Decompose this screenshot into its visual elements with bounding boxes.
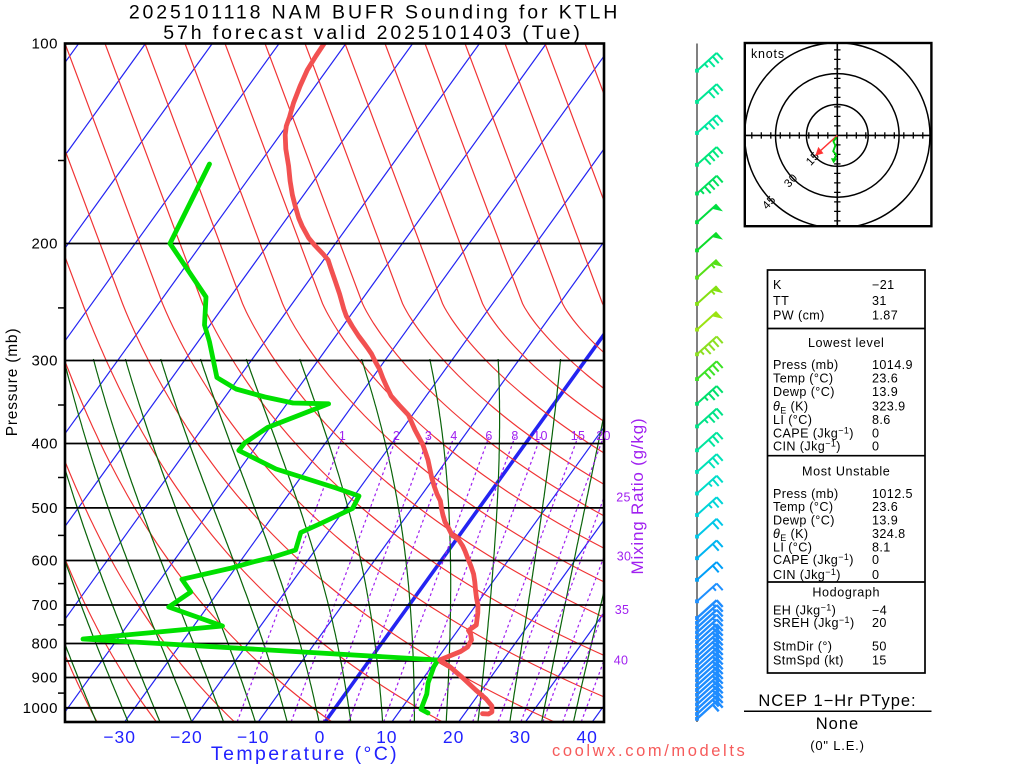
svg-text:None: None <box>816 715 859 733</box>
svg-text:CAPE (Jkg−1): CAPE (Jkg−1) <box>773 552 854 567</box>
svg-text:8.1: 8.1 <box>872 541 891 555</box>
svg-text:Mixing Ratio (g/kg): Mixing Ratio (g/kg) <box>628 418 647 575</box>
svg-text:900: 900 <box>31 669 58 686</box>
svg-text:57h forecast valid 2025101403: 57h forecast valid 2025101403 (Tue) <box>163 22 583 44</box>
svg-text:30: 30 <box>617 550 632 564</box>
svg-text:Press (mb): Press (mb) <box>773 487 839 501</box>
svg-text:800: 800 <box>31 636 58 653</box>
svg-text:CIN (Jkg−1): CIN (Jkg−1) <box>773 567 841 582</box>
svg-text:Lowest level: Lowest level <box>808 336 885 350</box>
svg-text:1000: 1000 <box>23 700 58 717</box>
svg-text:1.87: 1.87 <box>872 309 898 323</box>
svg-text:−21: −21 <box>872 278 895 292</box>
svg-text:300: 300 <box>31 352 58 369</box>
svg-text:K: K <box>773 278 782 292</box>
svg-text:1012.5: 1012.5 <box>872 487 913 501</box>
svg-text:23.6: 23.6 <box>872 500 898 514</box>
svg-text:Most Unstable: Most Unstable <box>802 465 890 479</box>
svg-text:−20: −20 <box>170 727 203 747</box>
svg-text:2: 2 <box>393 429 400 443</box>
svg-text:13.9: 13.9 <box>872 514 898 528</box>
svg-text:LI (°C): LI (°C) <box>773 541 812 555</box>
svg-text:coolwx.com/modelts: coolwx.com/modelts <box>552 742 747 760</box>
svg-text:4: 4 <box>450 429 457 443</box>
svg-text:15: 15 <box>872 654 887 668</box>
svg-text:100: 100 <box>31 36 58 53</box>
svg-text:8.6: 8.6 <box>872 413 891 427</box>
svg-text:600: 600 <box>31 553 58 570</box>
svg-text:StmDir (°): StmDir (°) <box>773 640 832 654</box>
svg-text:0: 0 <box>872 553 879 567</box>
svg-text:Press (mb): Press (mb) <box>773 358 839 372</box>
svg-text:700: 700 <box>31 597 58 614</box>
svg-text:Temp (°C): Temp (°C) <box>773 372 833 386</box>
svg-text:SREH (Jkg−1): SREH (Jkg−1) <box>773 615 855 630</box>
svg-text:θE (K): θE (K) <box>773 400 809 416</box>
svg-text:35: 35 <box>615 603 630 617</box>
svg-text:20: 20 <box>596 429 611 443</box>
svg-text:0: 0 <box>872 440 879 454</box>
svg-text:200: 200 <box>31 236 58 253</box>
svg-text:40: 40 <box>614 654 629 668</box>
svg-text:knots: knots <box>751 47 785 61</box>
svg-text:10: 10 <box>376 727 397 747</box>
svg-text:20: 20 <box>872 616 887 630</box>
svg-text:CIN (Jkg−1): CIN (Jkg−1) <box>773 439 841 454</box>
svg-text:−10: −10 <box>237 727 270 747</box>
svg-text:EH (Jkg−1): EH (Jkg−1) <box>773 603 836 618</box>
svg-text:0: 0 <box>315 727 326 747</box>
svg-text:θE (K): θE (K) <box>773 527 809 543</box>
svg-text:20: 20 <box>443 727 464 747</box>
svg-text:−30: −30 <box>103 727 136 747</box>
svg-text:TT: TT <box>773 294 789 308</box>
svg-text:PW (cm): PW (cm) <box>773 309 825 323</box>
svg-text:Temperature (°C): Temperature (°C) <box>211 743 399 765</box>
svg-text:(0" L.E.): (0" L.E.) <box>810 738 864 753</box>
svg-text:1: 1 <box>339 429 346 443</box>
svg-text:500: 500 <box>31 500 58 517</box>
svg-text:2025101118 NAM BUFR Sounding f: 2025101118 NAM BUFR Sounding for KTLH <box>129 2 620 24</box>
svg-text:Temp (°C): Temp (°C) <box>773 500 833 514</box>
svg-text:25: 25 <box>616 491 631 505</box>
svg-text:8: 8 <box>511 429 518 443</box>
svg-text:0: 0 <box>872 427 879 441</box>
svg-text:1014.9: 1014.9 <box>872 358 913 372</box>
svg-text:Pressure (mb): Pressure (mb) <box>4 328 21 437</box>
svg-text:30: 30 <box>510 727 531 747</box>
svg-text:15: 15 <box>571 429 586 443</box>
svg-text:StmSpd (kt): StmSpd (kt) <box>773 654 844 668</box>
svg-text:6: 6 <box>485 429 492 443</box>
svg-text:23.6: 23.6 <box>872 372 898 386</box>
svg-text:Hodograph: Hodograph <box>812 586 880 600</box>
svg-text:13.9: 13.9 <box>872 385 898 399</box>
svg-text:31: 31 <box>872 294 887 308</box>
svg-text:400: 400 <box>31 436 58 453</box>
svg-text:−4: −4 <box>872 604 887 618</box>
svg-text:Dewp (°C): Dewp (°C) <box>773 514 835 528</box>
svg-text:10: 10 <box>533 429 548 443</box>
svg-text:50: 50 <box>872 640 887 654</box>
svg-text:0: 0 <box>872 568 879 582</box>
svg-text:Dewp (°C): Dewp (°C) <box>773 385 835 399</box>
svg-text:3: 3 <box>425 429 432 443</box>
svg-text:NCEP 1−Hr PType:: NCEP 1−Hr PType: <box>758 692 916 710</box>
svg-text:324.8: 324.8 <box>872 527 906 541</box>
svg-text:323.9: 323.9 <box>872 400 906 414</box>
svg-text:LI (°C): LI (°C) <box>773 413 812 427</box>
svg-text:40: 40 <box>576 727 597 747</box>
svg-text:CAPE (Jkg−1): CAPE (Jkg−1) <box>773 426 854 441</box>
